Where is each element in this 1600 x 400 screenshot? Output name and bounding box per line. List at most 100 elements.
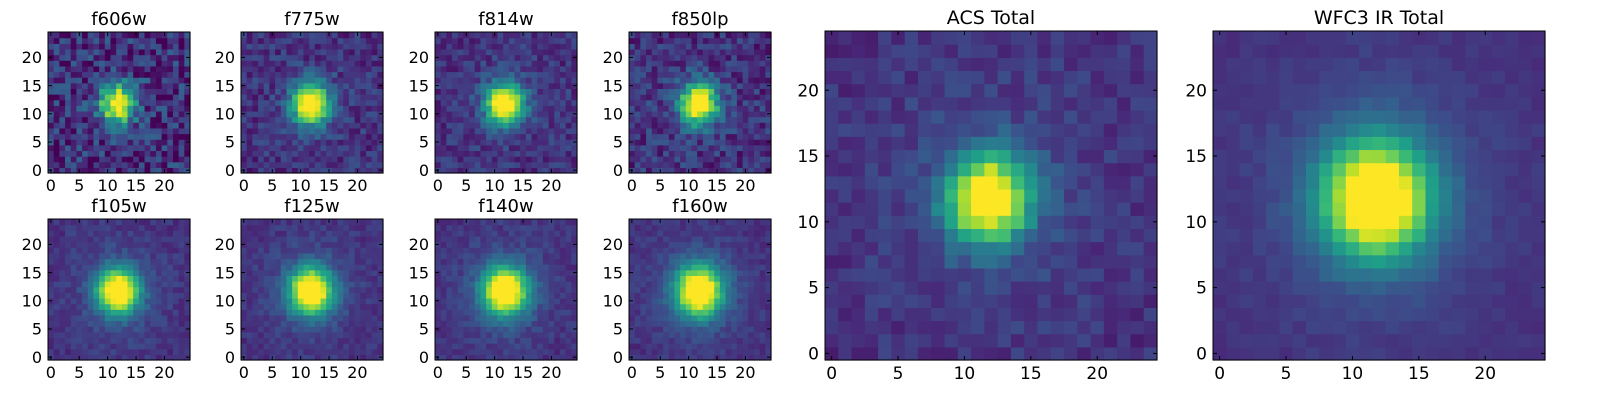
heatmap-cell xyxy=(508,144,516,152)
heatmap-cell xyxy=(337,219,344,226)
heatmap-cell xyxy=(241,286,248,293)
heatmap-cell xyxy=(680,77,687,84)
heatmap-cell xyxy=(65,314,72,322)
heatmap-cell xyxy=(303,99,310,106)
heatmap-cell xyxy=(446,156,453,163)
heatmap-cell xyxy=(87,235,95,243)
heatmap-cell xyxy=(241,99,248,106)
heatmap-cell xyxy=(508,32,516,39)
axes-frame xyxy=(47,218,191,361)
heatmap-cell xyxy=(263,241,270,248)
heatmap-cell xyxy=(252,43,259,50)
heatmap-cell xyxy=(343,286,350,293)
heatmap-cell xyxy=(480,48,487,56)
heatmap-cell xyxy=(292,343,299,350)
heatmap-cell xyxy=(292,133,299,140)
heatmap-cell xyxy=(326,331,333,339)
heatmap-cell xyxy=(343,247,350,254)
heatmap-cell xyxy=(241,133,248,140)
heatmap-cell xyxy=(548,331,555,339)
heatmap-cell xyxy=(714,348,721,355)
heatmap-cell xyxy=(435,235,442,243)
heatmap-cell xyxy=(286,264,293,271)
heatmap-cell xyxy=(320,343,327,350)
heatmap-cell xyxy=(697,309,704,316)
heatmap-cell xyxy=(463,110,470,118)
heatmap-cell xyxy=(360,309,367,316)
heatmap-cell xyxy=(309,326,316,333)
heatmap-cell xyxy=(646,77,653,84)
heatmap-cell xyxy=(82,224,89,231)
heatmap-cell xyxy=(110,65,117,73)
heatmap-cell xyxy=(640,43,647,50)
heatmap-cell xyxy=(531,110,538,118)
heatmap-cell xyxy=(178,43,185,50)
heatmap-cell xyxy=(657,60,664,67)
heatmap-cell xyxy=(286,275,293,282)
heatmap-cell xyxy=(167,105,174,112)
heatmap-cell xyxy=(565,60,572,67)
heatmap-cell xyxy=(269,43,276,50)
heatmap-cell xyxy=(469,54,476,61)
heatmap-cell xyxy=(640,354,647,361)
heatmap-cell xyxy=(314,144,322,152)
heatmap-cell xyxy=(59,292,66,299)
heatmap-cell xyxy=(99,133,106,140)
heatmap-cell xyxy=(48,71,55,78)
heatmap-cell xyxy=(150,150,157,157)
heatmap-cell xyxy=(469,43,476,50)
heatmap-cell xyxy=(663,60,670,67)
heatmap-cell xyxy=(263,94,270,101)
heatmap-cell xyxy=(514,348,521,355)
heatmap-cell xyxy=(365,54,373,61)
heatmap-cell xyxy=(360,65,367,73)
heatmap-cell xyxy=(121,314,129,322)
heatmap-cell xyxy=(765,105,772,112)
heatmap-cell xyxy=(759,43,766,50)
heatmap-cell xyxy=(680,309,687,316)
heatmap-cell xyxy=(748,314,755,322)
heatmap-cell xyxy=(691,343,698,350)
heatmap-cell xyxy=(99,275,106,282)
heatmap-cell xyxy=(127,99,134,106)
heatmap-cell xyxy=(104,60,112,67)
heatmap-cell xyxy=(531,224,538,231)
heatmap-cell xyxy=(133,281,140,288)
heatmap-cell xyxy=(697,127,704,135)
heatmap-cell xyxy=(59,343,66,350)
heatmap-cell xyxy=(663,99,670,106)
heatmap-cell xyxy=(87,269,95,276)
heatmap-cell xyxy=(503,167,510,174)
heatmap-cell xyxy=(668,161,676,168)
heatmap-cell xyxy=(252,122,259,129)
heatmap-cell xyxy=(280,105,288,112)
heatmap-cell xyxy=(491,150,499,157)
heatmap-cell xyxy=(269,65,276,73)
heatmap-cell xyxy=(258,269,265,276)
heatmap-cell xyxy=(314,241,322,248)
heatmap-cell xyxy=(70,343,77,350)
heatmap-cell xyxy=(559,43,567,50)
heatmap-cell xyxy=(514,54,521,61)
heatmap-cell xyxy=(634,331,641,339)
heatmap-cell xyxy=(258,247,265,254)
heatmap-cell xyxy=(668,326,676,333)
heatmap-cell xyxy=(104,264,112,271)
heatmap-cell xyxy=(668,127,676,135)
heatmap-cell xyxy=(161,281,168,288)
heatmap-cell xyxy=(457,314,464,322)
heatmap-cell xyxy=(554,156,561,163)
heatmap-cell xyxy=(161,348,168,355)
heatmap-cell xyxy=(320,230,327,237)
heatmap-cell xyxy=(167,82,174,89)
heatmap-cell xyxy=(354,54,361,61)
heatmap-cell xyxy=(474,167,482,174)
heatmap-cell xyxy=(508,247,516,254)
heatmap-cell xyxy=(87,326,95,333)
heatmap-cell xyxy=(559,167,567,174)
heatmap-cell xyxy=(354,139,361,146)
heatmap-cell xyxy=(184,43,191,50)
heatmap-cell xyxy=(104,314,112,322)
heatmap-cell xyxy=(685,281,693,288)
